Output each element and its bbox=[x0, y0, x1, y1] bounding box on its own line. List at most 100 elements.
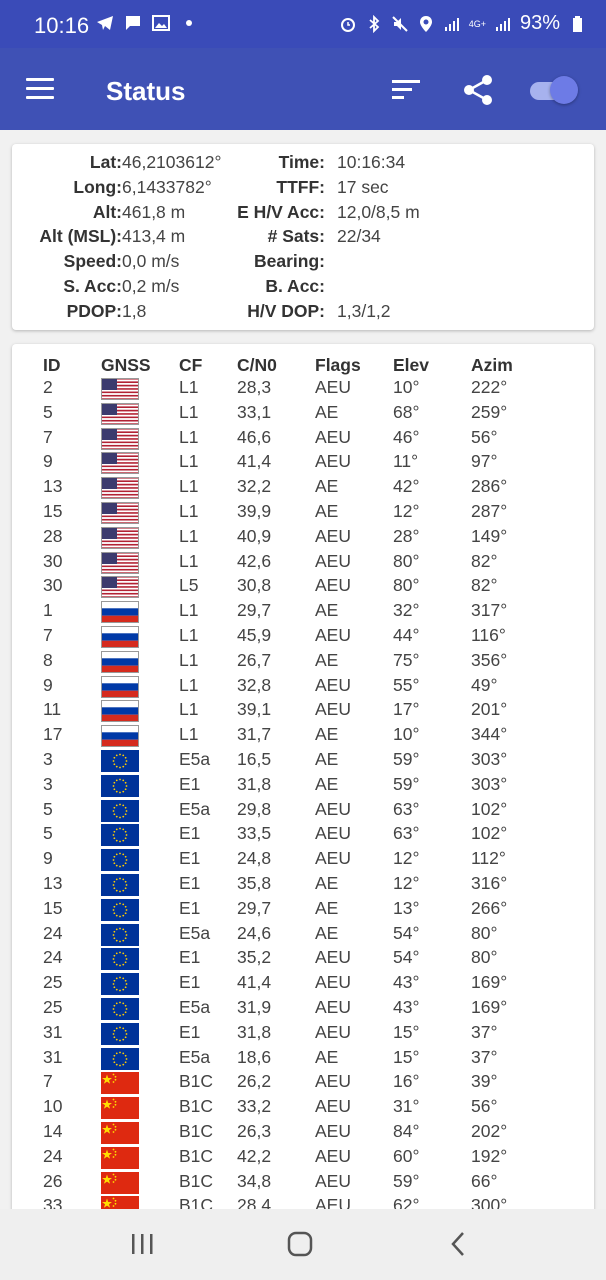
sat-elevation: 84° bbox=[393, 1121, 420, 1141]
sat-azimuth: 286° bbox=[471, 476, 508, 497]
sat-azimuth: 202° bbox=[471, 1121, 508, 1141]
table-row: 5 E5a 29,8 AEU 63° 102° bbox=[12, 799, 594, 824]
sat-carrier-frequency: E1 bbox=[179, 1021, 201, 1042]
info-label: # Sats: bbox=[267, 226, 325, 247]
column-header-gnss: GNSS bbox=[101, 355, 151, 375]
info-value: 0,0 m/s bbox=[122, 251, 180, 272]
info-label: H/V DOP: bbox=[247, 300, 325, 321]
sat-elevation: 59° bbox=[393, 1170, 420, 1191]
sat-flags: AE bbox=[315, 649, 339, 670]
sat-cn0: 35,2 bbox=[237, 947, 272, 968]
sort-button[interactable] bbox=[392, 78, 422, 102]
table-row: 24 B1C 42,2 AEU 60° 192° bbox=[12, 1146, 594, 1171]
info-label: Time: bbox=[278, 152, 325, 172]
sat-carrier-frequency: E5a bbox=[179, 922, 211, 943]
sat-flags: AEU bbox=[315, 1071, 351, 1092]
eu-flag-icon bbox=[101, 973, 139, 996]
back-icon bbox=[451, 1232, 464, 1256]
table-row: 15 E1 29,7 AE 13° 266° bbox=[12, 898, 594, 923]
sat-elevation: 15° bbox=[393, 1046, 420, 1067]
usa-flag-icon bbox=[101, 378, 139, 400]
sat-elevation: 31° bbox=[393, 1096, 420, 1117]
recent-apps-button[interactable] bbox=[122, 1229, 162, 1259]
sat-id: 28 bbox=[43, 525, 63, 546]
sat-carrier-frequency: L1 bbox=[179, 649, 199, 670]
gnss-toggle-switch[interactable] bbox=[530, 76, 580, 104]
eu-flag-icon bbox=[101, 948, 139, 971]
sat-id: 24 bbox=[43, 947, 63, 968]
sat-id: 30 bbox=[43, 550, 63, 571]
sat-elevation: 44° bbox=[393, 625, 420, 645]
eu-flag-icon bbox=[101, 750, 139, 772]
sat-carrier-frequency: E5a bbox=[179, 749, 211, 769]
recent-apps-icon bbox=[132, 1234, 153, 1254]
sat-elevation: 16° bbox=[393, 1071, 420, 1092]
info-label: PDOP: bbox=[66, 300, 122, 321]
sat-carrier-frequency: B1C bbox=[179, 1145, 214, 1166]
sat-flags: AE bbox=[315, 476, 339, 497]
sat-flags: AEU bbox=[315, 823, 351, 844]
table-row: 9 E1 24,8 AEU 12° 112° bbox=[12, 848, 594, 873]
china-flag-icon bbox=[101, 1122, 139, 1144]
sat-flags: AEU bbox=[315, 1170, 351, 1191]
sat-elevation: 13° bbox=[393, 897, 420, 918]
sat-id: 10 bbox=[43, 1096, 63, 1117]
sat-cn0: 39,1 bbox=[237, 699, 272, 720]
sat-elevation: 43° bbox=[393, 972, 420, 993]
info-label: Alt (MSL): bbox=[39, 226, 122, 247]
info-label: E H/V Acc: bbox=[237, 201, 325, 222]
table-row: 25 E5a 31,9 AEU 43° 169° bbox=[12, 997, 594, 1022]
sat-id: 17 bbox=[43, 724, 63, 745]
table-row: 10 B1C 33,2 AEU 31° 56° bbox=[12, 1096, 594, 1121]
navigation-bar bbox=[0, 1209, 606, 1280]
sat-cn0: 24,8 bbox=[237, 848, 272, 869]
russia-flag-icon bbox=[101, 601, 139, 624]
usa-flag-icon bbox=[101, 576, 139, 599]
sat-carrier-frequency: B1C bbox=[179, 1170, 214, 1191]
sat-carrier-frequency: E1 bbox=[179, 823, 201, 844]
table-row: 25 E1 41,4 AEU 43° 169° bbox=[12, 972, 594, 997]
usa-flag-icon bbox=[101, 402, 139, 425]
home-button[interactable] bbox=[280, 1229, 320, 1259]
column-header-azim: Azim bbox=[471, 355, 513, 375]
table-row: 7 L1 45,9 AEU 44° 116° bbox=[12, 625, 594, 650]
sat-elevation: 42° bbox=[393, 476, 420, 497]
back-button[interactable] bbox=[438, 1229, 478, 1259]
sat-cn0: 45,9 bbox=[237, 625, 272, 645]
battery-percent: 93% bbox=[519, 12, 560, 34]
info-label: TTFF: bbox=[276, 176, 325, 197]
sat-id: 9 bbox=[43, 674, 53, 695]
sat-azimuth: 80° bbox=[471, 922, 498, 943]
info-value: 22/34 bbox=[337, 226, 381, 247]
sat-carrier-frequency: L1 bbox=[179, 401, 199, 422]
sat-cn0: 33,1 bbox=[237, 401, 272, 422]
info-value: 413,4 m bbox=[122, 226, 186, 247]
sat-flags: AE bbox=[315, 1046, 339, 1067]
sat-cn0: 24,6 bbox=[237, 922, 272, 943]
sat-id: 15 bbox=[43, 897, 63, 918]
info-label: B. Acc: bbox=[265, 276, 325, 296]
menu-button[interactable] bbox=[26, 78, 56, 100]
sat-id: 8 bbox=[43, 649, 53, 670]
table-row: 14 B1C 26,3 AEU 84° 202° bbox=[12, 1121, 594, 1146]
sat-azimuth: 102° bbox=[471, 798, 508, 819]
sat-carrier-frequency: L5 bbox=[179, 575, 199, 596]
sat-carrier-frequency: L1 bbox=[179, 525, 199, 546]
sat-azimuth: 259° bbox=[471, 401, 508, 422]
eu-flag-icon bbox=[101, 799, 139, 822]
sat-elevation: 59° bbox=[393, 749, 420, 769]
share-button[interactable] bbox=[460, 72, 496, 108]
info-value: 1,3/1,2 bbox=[337, 300, 391, 321]
sat-flags: AEU bbox=[315, 1096, 351, 1117]
dot-icon bbox=[186, 20, 192, 26]
sat-id: 25 bbox=[43, 972, 63, 993]
sat-cn0: 35,8 bbox=[237, 873, 272, 893]
mute-icon bbox=[391, 15, 408, 32]
sat-cn0: 39,9 bbox=[237, 501, 272, 521]
sat-azimuth: 112° bbox=[471, 848, 506, 869]
info-value: 46,2103612° bbox=[122, 152, 222, 172]
table-row: 24 E1 35,2 AEU 54° 80° bbox=[12, 947, 594, 972]
sat-flags: AEU bbox=[315, 798, 351, 819]
status-bar: 10:16 4G+ 93% bbox=[0, 0, 606, 48]
info-label: S. Acc: bbox=[63, 276, 122, 296]
